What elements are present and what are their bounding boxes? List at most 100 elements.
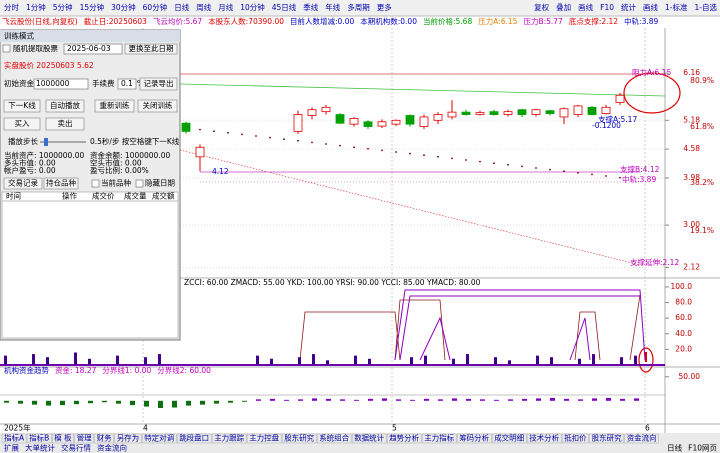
toolbar-item[interactable]: 周线 — [196, 2, 211, 12]
toolbar-item[interactable]: 30分钟 — [111, 2, 136, 12]
toolbar-item[interactable]: 统计 — [621, 2, 636, 12]
fund-bar — [466, 398, 471, 401]
toolbar-item[interactable]: 更多 — [377, 2, 392, 12]
date-input[interactable] — [63, 43, 123, 55]
input[interactable] — [33, 78, 89, 90]
checkbox[interactable] — [135, 179, 144, 188]
bottom-tab[interactable]: 抵扣价 — [564, 433, 587, 443]
button[interactable] — [3, 99, 41, 113]
tabs: 交易记录 持仓品种 当前品种 隐藏日期 — [3, 177, 175, 190]
button[interactable] — [137, 99, 178, 113]
toolbar-item[interactable]: 分时 — [4, 2, 19, 12]
toolbar-item[interactable]: 日线 — [174, 2, 189, 12]
tab-frame — [421, 433, 457, 444]
bottom-tab[interactable]: 主力指标 — [424, 433, 454, 443]
toolbar-item[interactable]: 季线 — [303, 2, 318, 12]
status-item: F10网页 — [688, 444, 717, 453]
fund-bar — [438, 399, 443, 401]
checkbox[interactable] — [2, 44, 11, 53]
y-tick-label: 2.12 — [683, 262, 700, 271]
toolbar-item[interactable]: 画线 — [578, 2, 593, 12]
bottom-tab[interactable]: 交易行情 — [61, 443, 91, 453]
toolbar-item[interactable]: 1分钟 — [26, 2, 46, 12]
sar-dot — [353, 146, 355, 149]
bottom-tab[interactable]: 资金流向 — [627, 433, 657, 443]
info-item: 底点支撑:2.12 — [569, 16, 618, 26]
button[interactable] — [139, 77, 178, 91]
button[interactable] — [94, 99, 135, 113]
toolbar-item[interactable]: F10 — [600, 3, 614, 12]
button[interactable] — [45, 99, 85, 113]
bottom-tab[interactable]: 财务 — [97, 433, 112, 443]
info-item: 压力A:6.15 — [478, 16, 517, 26]
bottom-tab[interactable]: 股东研究 — [592, 433, 622, 443]
fib-label: 38.2% — [690, 178, 714, 187]
bottom-tab[interactable]: 指标B — [29, 433, 49, 443]
toolbar-item[interactable]: 画线 — [643, 2, 658, 12]
bottom-tab[interactable]: 系统组合 — [319, 433, 349, 443]
candle-body — [573, 105, 583, 115]
date: 2025-06-03 — [67, 44, 111, 53]
toolbar-item[interactable]: 叠加 — [556, 2, 571, 12]
bottom-tab[interactable]: 模 板 — [54, 433, 72, 443]
toolbar-item[interactable]: 60分钟 — [143, 2, 168, 12]
sar-dot — [339, 144, 341, 147]
stat: 帐户盈亏: 0.00 — [4, 165, 56, 175]
sar-dot — [199, 128, 201, 131]
fund-bar — [592, 398, 597, 401]
bottom-tab[interactable]: 主力跟踪 — [214, 433, 244, 443]
candle-body — [307, 109, 317, 116]
button[interactable] — [45, 117, 85, 131]
indicator-bar — [158, 354, 161, 365]
bottom-tab[interactable]: 资金流向 — [97, 443, 127, 453]
fund-bar — [606, 397, 611, 401]
dialog-title: 训练模式 — [4, 31, 34, 41]
date-label: 2025年 — [4, 423, 31, 433]
toolbar-item[interactable]: 1-自选 — [695, 2, 718, 12]
bottom-tab[interactable]: 成交明细 — [494, 433, 524, 443]
bottom-tab[interactable]: 趋势分析 — [389, 433, 419, 443]
checkbox[interactable] — [91, 179, 100, 188]
trend-line — [179, 83, 666, 97]
toolbar-item[interactable]: 45日线 — [272, 2, 297, 12]
toolbar-item[interactable]: 15分钟 — [80, 2, 105, 12]
bottom-tab[interactable]: 筹码分析 — [459, 433, 489, 443]
button[interactable] — [124, 43, 178, 55]
label: 初始资金 — [4, 78, 34, 88]
toolbar-item[interactable]: 复权 — [534, 2, 549, 12]
slider-thumb[interactable] — [44, 138, 48, 146]
tab[interactable] — [3, 177, 43, 190]
check-label: 隐藏日期 — [145, 178, 175, 188]
bottom-tab[interactable]: 指标A — [4, 433, 25, 443]
y-tick-label: 3.00 — [683, 220, 700, 229]
tab-frame — [52, 433, 74, 444]
bottom-tab[interactable]: 管理 — [77, 433, 92, 443]
y-tick-label: 80.0 — [675, 298, 692, 307]
y-tick-label: 6.16 — [683, 68, 700, 77]
toolbar-item[interactable]: 年线 — [325, 2, 340, 12]
bottom-tab[interactable]: 主力控盘 — [249, 433, 279, 443]
tab-frame — [624, 433, 659, 444]
indicator-bar — [578, 358, 581, 365]
bottom-tab[interactable]: 跳段盘口 — [179, 433, 209, 443]
toolbar-item[interactable]: 月线 — [218, 2, 233, 12]
toolbar-item[interactable]: 1-标准 — [665, 2, 688, 12]
tab-label: 交易记录 — [8, 178, 38, 188]
button[interactable] — [3, 117, 41, 131]
bottom-tab[interactable]: 特定对调 — [144, 433, 174, 443]
bottom-tab[interactable]: 另存为 — [117, 433, 140, 443]
bottom-tab[interactable]: 扩展 — [4, 443, 19, 453]
column-header: 时间 — [6, 191, 21, 201]
bottom-tab[interactable]: 技术分析 — [529, 433, 559, 443]
bottom-tab[interactable]: 数据统计 — [354, 433, 384, 443]
toolbar-item[interactable]: 多周期 — [347, 2, 370, 12]
training-dialog: 训练模式 随机提取股票 2025-06-03 更换至此日期 实盘股价 20250… — [0, 29, 181, 341]
toolbar-item[interactable]: 5分钟 — [53, 2, 73, 12]
bottom-tab[interactable]: 股东研究 — [284, 433, 314, 443]
toolbar-item[interactable]: 10分钟 — [240, 2, 265, 12]
fund-bar — [60, 400, 65, 406]
bottom-tab[interactable]: 大单统计 — [25, 443, 55, 453]
input[interactable] — [117, 78, 137, 90]
tab[interactable] — [43, 177, 79, 190]
